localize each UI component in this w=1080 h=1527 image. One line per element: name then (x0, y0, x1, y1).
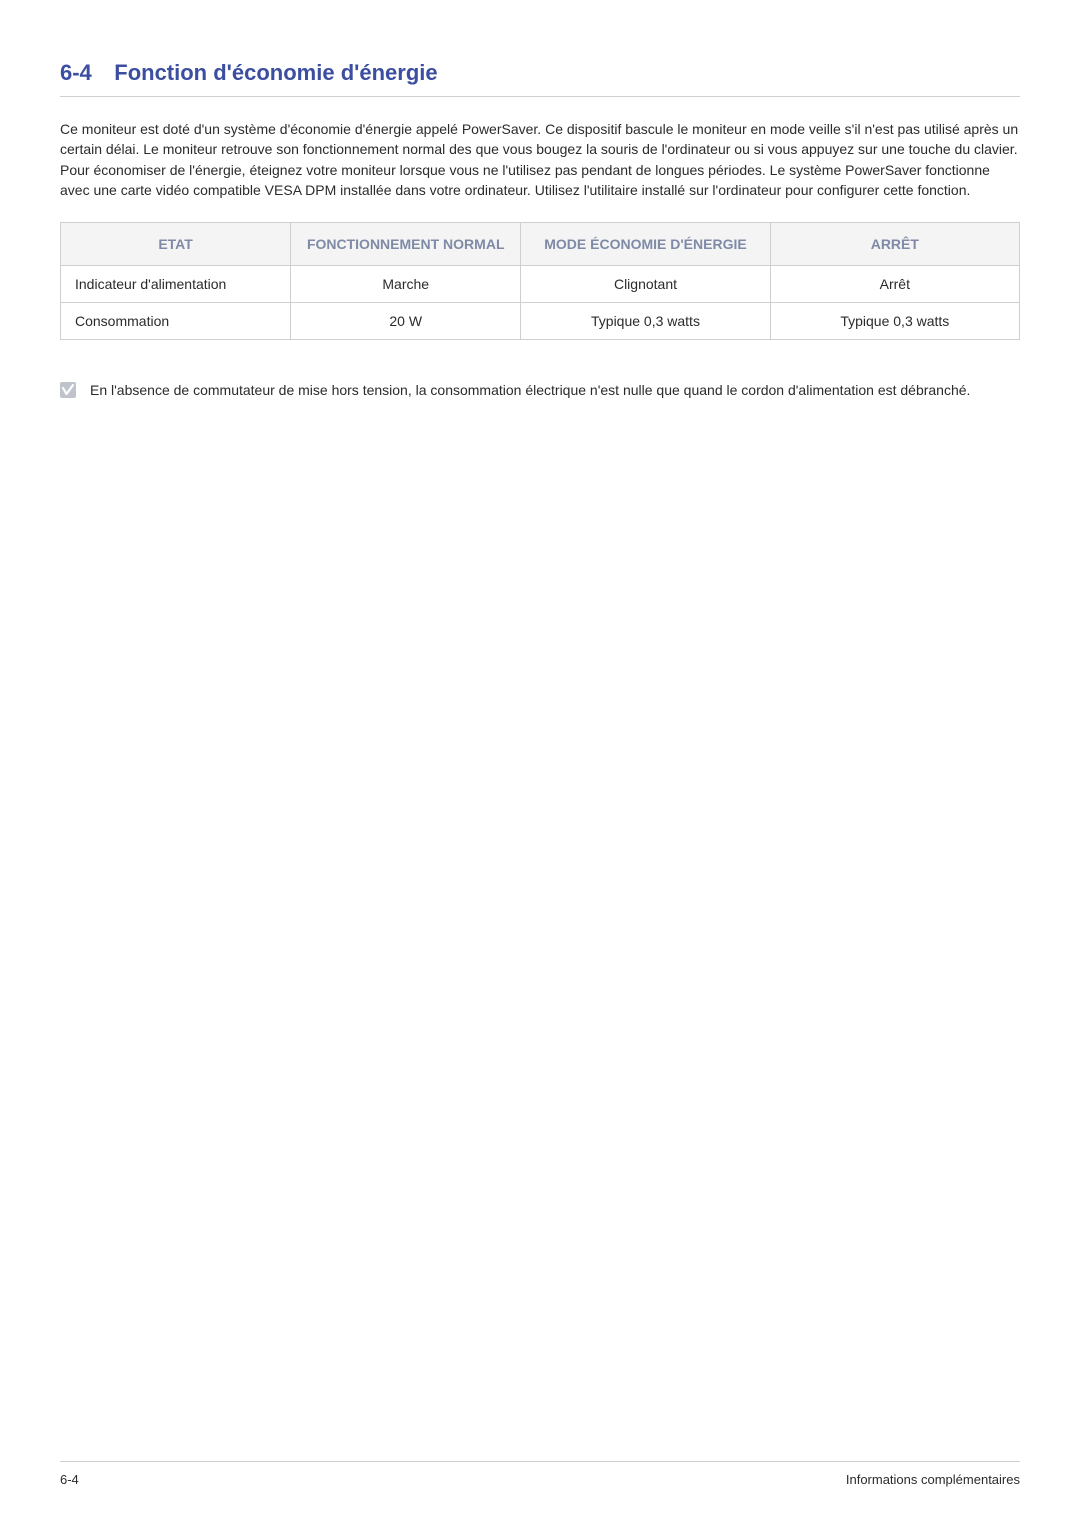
footer-right: Informations complémentaires (846, 1472, 1020, 1487)
table-header-cell: MODE ÉCONOMIE D'ÉNERGIE (521, 223, 770, 266)
table-cell: Consommation (61, 303, 291, 340)
table-header-cell: ETAT (61, 223, 291, 266)
section-number: 6-4 (60, 60, 92, 85)
page-footer: 6-4 Informations complémentaires (60, 1461, 1020, 1487)
power-table: ETAT FONCTIONNEMENT NORMAL MODE ÉCONOMIE… (60, 222, 1020, 340)
table-cell: Typique 0,3 watts (521, 303, 770, 340)
note-icon (60, 382, 76, 398)
footer-left: 6-4 (60, 1472, 79, 1487)
table-cell: Clignotant (521, 266, 770, 303)
note-text: En l'absence de commutateur de mise hors… (90, 380, 970, 400)
section-title: Fonction d'économie d'énergie (114, 60, 437, 85)
table-header-row: ETAT FONCTIONNEMENT NORMAL MODE ÉCONOMIE… (61, 223, 1020, 266)
table-cell: Arrêt (770, 266, 1019, 303)
table-cell: 20 W (291, 303, 521, 340)
table-row: Consommation 20 W Typique 0,3 watts Typi… (61, 303, 1020, 340)
table-cell: Marche (291, 266, 521, 303)
table-row: Indicateur d'alimentation Marche Clignot… (61, 266, 1020, 303)
intro-paragraph: Ce moniteur est doté d'un système d'écon… (60, 119, 1020, 200)
table-header-cell: FONCTIONNEMENT NORMAL (291, 223, 521, 266)
note-block: En l'absence de commutateur de mise hors… (60, 380, 1020, 400)
section-heading: 6-4 Fonction d'économie d'énergie (60, 60, 1020, 97)
table-cell: Typique 0,3 watts (770, 303, 1019, 340)
table-cell: Indicateur d'alimentation (61, 266, 291, 303)
table-header-cell: ARRÊT (770, 223, 1019, 266)
